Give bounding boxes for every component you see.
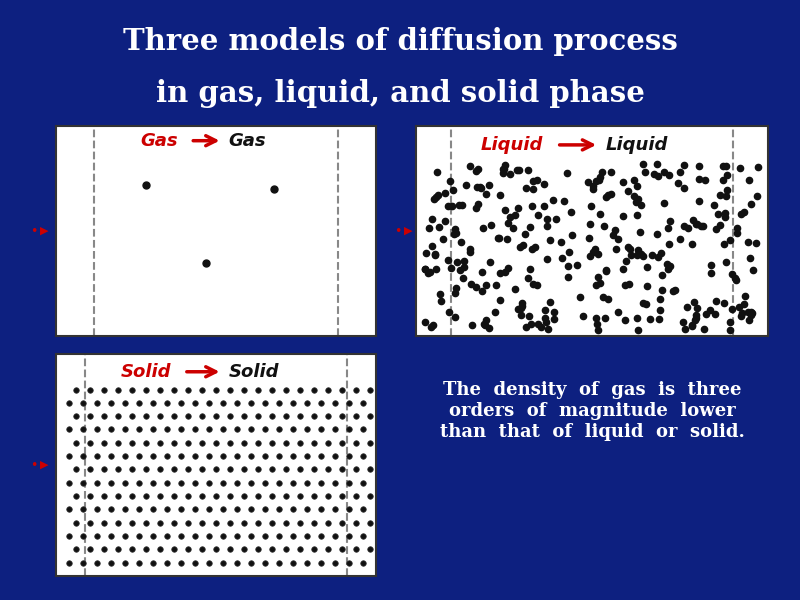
Text: Three models of diffusion process: Three models of diffusion process [122,28,678,56]
Text: •: • [30,224,38,238]
Text: Liquid: Liquid [480,136,542,154]
Text: Solid: Solid [121,363,171,381]
Text: than  that  of  liquid  or  solid.: than that of liquid or solid. [439,422,745,440]
Text: in gas, liquid, and solid phase: in gas, liquid, and solid phase [155,79,645,107]
Text: Solid: Solid [229,363,279,381]
Text: Gas: Gas [229,131,266,149]
Text: ▶: ▶ [404,226,412,236]
Text: •: • [30,458,38,472]
Text: •: • [394,224,402,238]
Text: ▶: ▶ [40,460,48,470]
Text: The  density  of  gas  is  three: The density of gas is three [442,381,742,398]
Text: orders  of  magnitude  lower: orders of magnitude lower [449,402,735,420]
Text: Gas: Gas [140,131,178,149]
Text: Liquid: Liquid [606,136,669,154]
Text: ▶: ▶ [40,226,48,236]
